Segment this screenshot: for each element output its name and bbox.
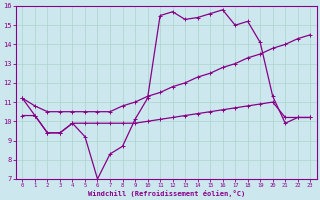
X-axis label: Windchill (Refroidissement éolien,°C): Windchill (Refroidissement éolien,°C) (88, 190, 245, 197)
